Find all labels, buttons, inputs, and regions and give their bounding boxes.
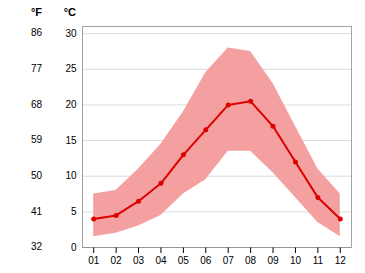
svg-text:05: 05 [178,255,190,266]
svg-text:20: 20 [65,99,77,110]
svg-text:68: 68 [31,99,43,110]
svg-text:10: 10 [290,255,302,266]
svg-text:41: 41 [31,206,43,217]
svg-text:32: 32 [31,241,43,252]
svg-text:04: 04 [155,255,167,266]
svg-text:01: 01 [88,255,100,266]
svg-text:11: 11 [313,255,324,266]
svg-text:5: 5 [71,206,77,217]
svg-text:77: 77 [31,63,43,74]
svg-text:30: 30 [65,28,77,39]
svg-text:86: 86 [31,27,43,38]
svg-text:02: 02 [111,255,123,266]
svg-text:08: 08 [245,255,257,266]
svg-text:°F: °F [31,6,42,18]
svg-text:50: 50 [31,170,43,181]
svg-text:59: 59 [31,134,43,145]
svg-text:25: 25 [65,63,77,74]
svg-text:°C: °C [64,6,76,18]
svg-text:09: 09 [267,255,279,266]
svg-text:10: 10 [65,170,77,181]
svg-text:07: 07 [223,255,235,266]
svg-text:12: 12 [335,255,347,266]
svg-text:0: 0 [71,242,77,253]
svg-text:06: 06 [200,255,212,266]
svg-text:15: 15 [65,135,77,146]
svg-text:03: 03 [133,255,145,266]
